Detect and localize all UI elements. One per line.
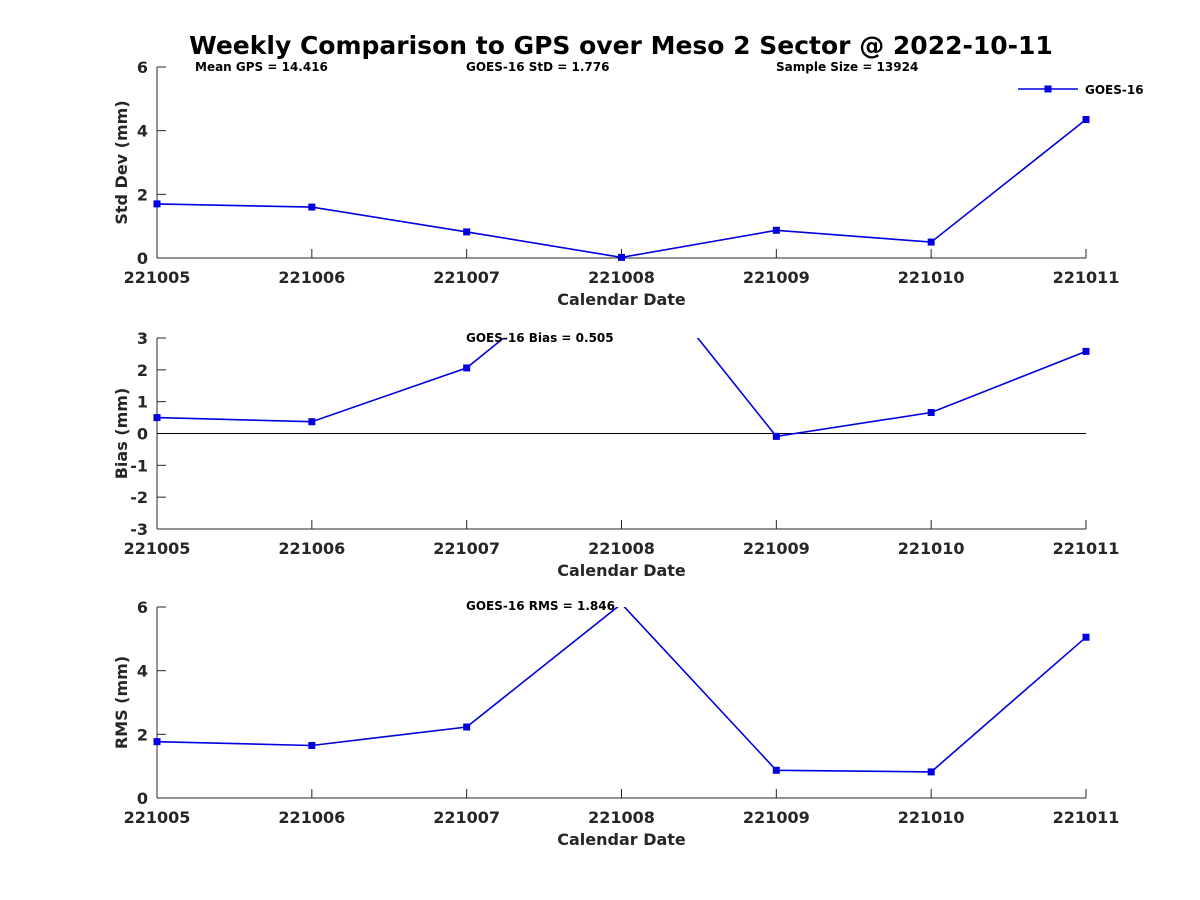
y-tick-label: -1 — [130, 456, 148, 475]
y-tick-label: -3 — [130, 520, 148, 539]
data-point — [927, 408, 935, 416]
data-point — [153, 738, 161, 746]
data-point — [153, 414, 161, 422]
legend-marker — [1044, 85, 1052, 93]
data-point — [1082, 116, 1090, 124]
data-point — [308, 741, 316, 749]
x-tick-label: 221011 — [1053, 808, 1120, 827]
y-tick-label: 0 — [137, 789, 148, 808]
y-tick-label: 3 — [137, 329, 148, 348]
data-point — [463, 364, 471, 372]
x-axis-label: Calendar Date — [557, 290, 686, 309]
y-tick-label: 2 — [137, 725, 148, 744]
data-point — [153, 200, 161, 208]
x-tick-label: 221009 — [743, 268, 810, 287]
x-tick-label: 221009 — [743, 808, 810, 827]
x-tick-label: 221005 — [124, 268, 191, 287]
x-tick-label: 221005 — [124, 808, 191, 827]
x-tick-label: 221010 — [898, 539, 965, 558]
data-point — [308, 418, 316, 426]
panel-bias: -3 -2 -1 0 1 2 3 221005 221006 221007 221008 221009… — [112, 329, 1120, 580]
x-tick-label: 221010 — [898, 808, 965, 827]
panel-rms: 0 2 4 6 221005 221006 221007 221008 221009 221010… — [112, 598, 1119, 849]
y-tick-label: 1 — [137, 393, 148, 412]
y-tick-label: 4 — [137, 122, 148, 141]
data-point — [463, 228, 471, 236]
y-tick-label: 2 — [137, 361, 148, 380]
panel-stddev: 0 2 4 6 221005 221006 221007 221008 221009 221010… — [112, 58, 1144, 309]
y-tick-label: 2 — [137, 185, 148, 204]
x-tick-label: 221011 — [1053, 539, 1120, 558]
stat-annotation: GOES-16 StD = 1.776 — [466, 60, 609, 74]
data-point — [463, 723, 471, 731]
x-tick-label: 221005 — [124, 539, 191, 558]
stat-annotation: Mean GPS = 14.416 — [195, 60, 328, 74]
x-tick-label: 221007 — [433, 808, 500, 827]
x-tick-label: 221007 — [433, 539, 500, 558]
data-point — [927, 238, 935, 246]
y-axis-label: Std Dev (mm) — [112, 100, 131, 224]
legend-label: GOES-16 — [1085, 83, 1144, 97]
data-point — [772, 766, 780, 774]
y-tick-label: 6 — [137, 598, 148, 617]
y-tick-label: 4 — [137, 662, 148, 681]
stat-annotation: GOES-16 Bias = 0.505 — [466, 331, 614, 345]
legend: GOES-16 — [1018, 83, 1144, 97]
data-point — [1082, 633, 1090, 641]
x-tick-label: 221006 — [278, 808, 345, 827]
stat-annotation: GOES-16 RMS = 1.846 — [466, 599, 615, 613]
data-point — [308, 203, 316, 211]
x-tick-label: 221006 — [278, 539, 345, 558]
stat-annotation: Sample Size = 13924 — [776, 60, 918, 74]
series-line-goes16 — [156, 118, 1087, 258]
x-tick-label: 221008 — [588, 539, 655, 558]
data-point — [772, 226, 780, 234]
chart-title: Weekly Comparison to GPS over Meso 2 Sec… — [189, 31, 1053, 60]
y-tick-label: -2 — [130, 488, 148, 507]
data-point — [1082, 347, 1090, 355]
y-tick-label: 0 — [137, 425, 148, 444]
x-tick-label: 221008 — [588, 268, 655, 287]
x-tick-label: 221008 — [588, 808, 655, 827]
data-point — [772, 432, 780, 440]
x-tick-label: 221007 — [433, 268, 500, 287]
y-tick-label: 0 — [137, 249, 148, 268]
x-axis-label: Calendar Date — [557, 561, 686, 580]
data-point — [927, 768, 935, 776]
y-axis-label: RMS (mm) — [112, 656, 131, 749]
x-axis-label: Calendar Date — [557, 830, 686, 849]
series-line-goes16 — [156, 607, 1087, 773]
y-tick-label: 6 — [137, 58, 148, 77]
x-tick-label: 221009 — [743, 539, 810, 558]
x-tick-label: 221010 — [898, 268, 965, 287]
data-point — [618, 253, 625, 261]
x-tick-label: 221006 — [278, 268, 345, 287]
x-tick-label: 221011 — [1053, 268, 1120, 287]
y-axis-label: Bias (mm) — [112, 388, 131, 480]
